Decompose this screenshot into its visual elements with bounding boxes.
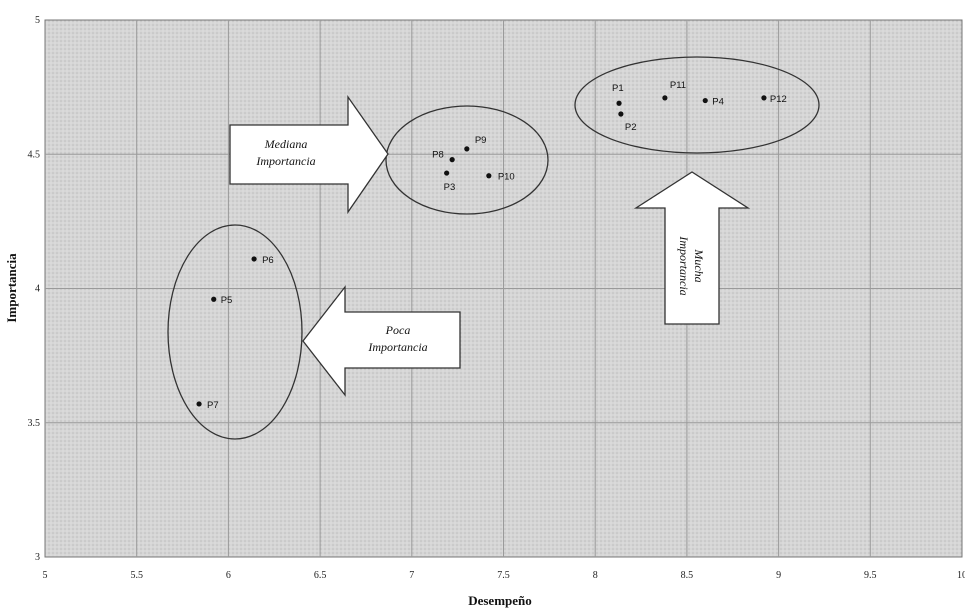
annotation-poca-line1: Poca	[385, 323, 411, 337]
x-tick-label: 10	[957, 570, 965, 581]
x-axis-label: Desempeño	[468, 593, 532, 608]
arrow-mucha	[633, 171, 751, 325]
cluster-ellipse-mucha	[574, 56, 820, 154]
arrow-mediana	[229, 94, 389, 215]
y-tick-label: 3.5	[28, 418, 41, 429]
y-tick-label: 5	[35, 15, 40, 26]
point-label-p11: P11	[670, 80, 686, 91]
point-label-p3: P3	[444, 182, 456, 193]
x-tick-label: 5.5	[130, 570, 143, 581]
annotation-mucha-line1: Mucha	[692, 248, 706, 282]
data-point-p12	[761, 95, 767, 101]
data-point-p9	[464, 146, 470, 152]
y-tick-label: 3	[35, 552, 40, 563]
point-label-p12: P12	[770, 94, 787, 105]
data-points: P1 P2 P3 P4 P5 P6 P7 P8 P9 P10 P11 P12	[196, 80, 787, 411]
x-tick-labels: 5 5.5 6 6.5 7 7.5 8 8.5 9 9.5 10	[43, 570, 965, 581]
x-tick-label: 6	[226, 570, 231, 581]
data-point-p5	[211, 296, 217, 302]
data-point-p6	[251, 256, 257, 262]
arrow-poca	[302, 285, 461, 397]
annotation-mediana-line1: Mediana	[264, 137, 308, 151]
data-point-p8	[449, 157, 455, 163]
x-tick-label: 8	[593, 570, 598, 581]
x-tick-label: 7.5	[497, 570, 510, 581]
point-label-p4: P4	[712, 97, 724, 108]
data-point-p4	[702, 97, 708, 104]
x-tick-label: 5	[43, 570, 48, 581]
data-point-p11	[662, 95, 668, 101]
point-label-p7: P7	[207, 400, 219, 411]
y-tick-labels: 3 3.5 4 4.5 5	[28, 15, 41, 563]
y-axis-label: Importancia	[4, 253, 19, 323]
x-tick-label: 8.5	[681, 570, 694, 581]
x-tick-label: 6.5	[314, 570, 327, 581]
data-point-p3	[444, 170, 450, 176]
annotation-poca-line2: Importancia	[367, 340, 427, 354]
y-tick-label: 4.5	[28, 149, 41, 160]
point-label-p1: P1	[612, 83, 624, 94]
y-tick-label: 4	[35, 284, 40, 295]
point-label-p9: P9	[475, 135, 487, 146]
annotation-mediana-line2: Importancia	[255, 154, 315, 168]
data-point-p1	[616, 100, 622, 106]
x-tick-label: 9.5	[864, 570, 877, 581]
point-label-p10: P10	[498, 172, 515, 183]
cluster-ellipse-mediana	[385, 105, 549, 215]
point-label-p5: P5	[221, 295, 233, 306]
annotation-mucha-line2: Importancia	[677, 235, 691, 295]
cluster-ellipse-poca	[167, 224, 303, 440]
x-tick-label: 7	[409, 570, 414, 581]
x-tick-label: 9	[776, 570, 781, 581]
point-label-p6: P6	[262, 255, 274, 266]
data-point-p2	[618, 111, 624, 117]
data-point-p7	[196, 401, 202, 407]
point-label-p2: P2	[625, 122, 637, 133]
grid	[45, 20, 962, 557]
point-label-p8: P8	[432, 150, 444, 161]
data-point-p10	[486, 173, 492, 179]
